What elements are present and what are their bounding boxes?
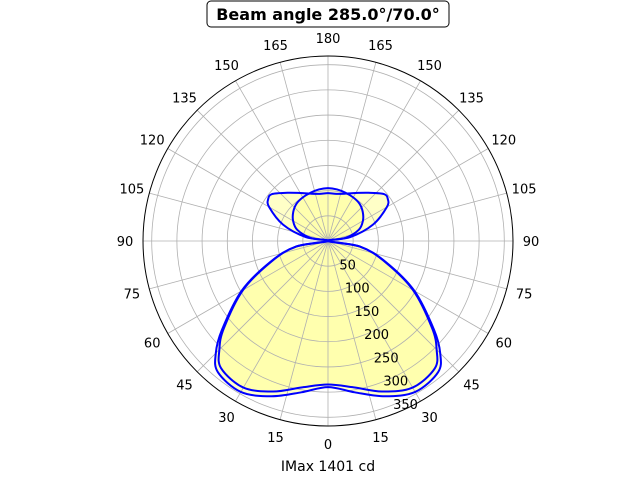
- angle-tick-label: 120: [140, 134, 165, 149]
- chart-title: Beam angle 285.0°/70.0°: [216, 5, 440, 24]
- grid-spoke: [327, 240, 489, 334]
- polar-frame: [142, 55, 514, 427]
- angle-tick-labels: 0 15 30 45 60 75 90 105 120 135 150 165 180 165 150 135…: [117, 32, 540, 453]
- angle-tick-label: 30: [218, 411, 235, 426]
- angle-tick-label: 90: [523, 235, 540, 250]
- radial-tick-label: 50: [339, 258, 356, 273]
- angle-tick-label: 135: [459, 92, 484, 107]
- angle-tick-label: 15: [267, 431, 284, 446]
- grid-spoke: [196, 109, 329, 242]
- angle-tick-label: 60: [496, 337, 513, 352]
- radial-tick-label: 150: [354, 305, 379, 320]
- angle-tick-label: 135: [172, 92, 197, 107]
- grid-spoke: [327, 62, 377, 242]
- grid-spoke: [149, 240, 329, 290]
- x-axis-label: IMax 1401 cd: [281, 459, 375, 475]
- angle-tick-label: 30: [421, 411, 438, 426]
- grid-spoke: [327, 109, 460, 242]
- polar-grid: [142, 55, 514, 427]
- grid-spoke: [327, 240, 421, 402]
- angle-tick-label: 150: [417, 59, 442, 74]
- angle-tick-label: 150: [214, 59, 239, 74]
- radial-tick-label: 100: [345, 282, 370, 297]
- grid-spoke: [327, 80, 421, 242]
- angle-tick-label: 180: [316, 32, 341, 47]
- grid-spoke: [279, 62, 329, 242]
- radial-tick-label: 250: [374, 351, 399, 366]
- angle-tick-label: 60: [144, 337, 161, 352]
- grid-spoke: [167, 240, 329, 334]
- angle-tick-label: 120: [491, 134, 516, 149]
- grid-spoke: [167, 148, 329, 242]
- grid-spoke: [327, 148, 489, 242]
- grid-spoke: [235, 240, 329, 402]
- series-lines: [214, 187, 442, 398]
- title-box: [206, 0, 450, 28]
- angle-tick-label: 90: [117, 235, 134, 250]
- grid-spoke: [235, 80, 329, 242]
- angle-tick-label: 0: [324, 438, 332, 453]
- radial-tick-label: 350: [393, 398, 418, 413]
- angle-tick-label: 165: [368, 39, 393, 54]
- angle-tick-label: 45: [176, 379, 193, 394]
- angle-tick-label: 75: [516, 288, 533, 303]
- radial-tick-label: 300: [383, 375, 408, 390]
- angle-tick-label: 105: [119, 183, 144, 198]
- angle-tick-label: 15: [372, 431, 389, 446]
- grid-spoke: [327, 240, 507, 290]
- angle-tick-label: 75: [124, 288, 141, 303]
- angle-tick-label: 165: [263, 39, 288, 54]
- radial-tick-label: 200: [364, 328, 389, 343]
- angle-tick-label: 45: [463, 379, 480, 394]
- series-1-line: [214, 187, 442, 398]
- angle-tick-label: 105: [512, 183, 537, 198]
- radial-tick-labels: 50 100 150 200 250 300 350: [339, 258, 418, 413]
